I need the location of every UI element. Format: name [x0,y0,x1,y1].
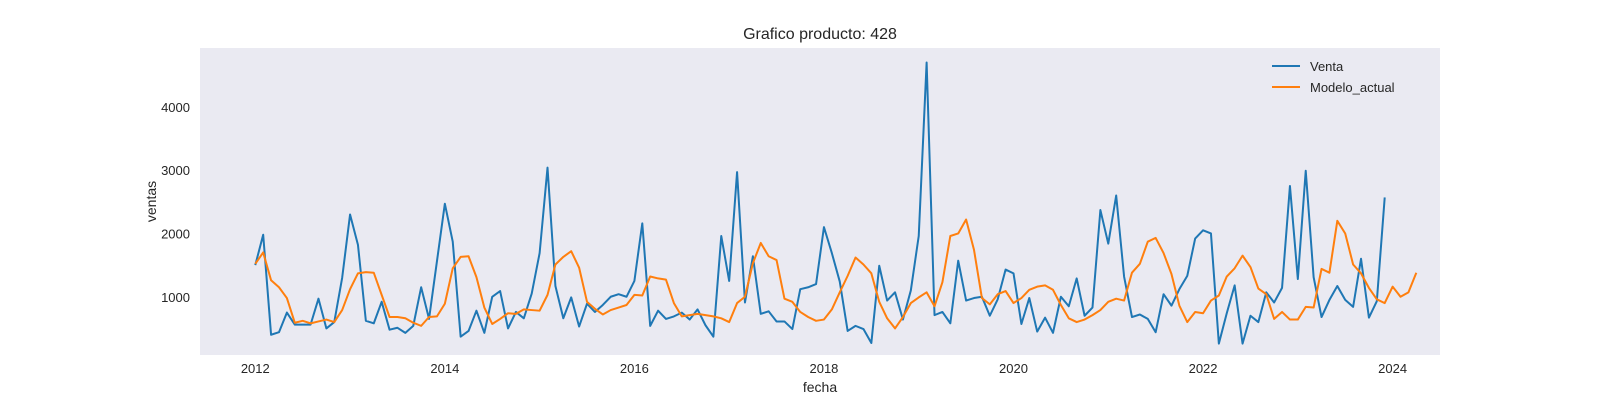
legend-label: Venta [1310,59,1344,74]
series-layer [254,61,1418,345]
y-tick-label: 3000 [161,163,190,178]
x-tick-label: 2012 [241,361,270,376]
x-tick-label: 2018 [809,361,838,376]
y-axis: 1000 2000 3000 4000 [161,100,190,305]
series-line-venta [254,61,1386,345]
legend: Venta Modelo_actual [1272,59,1395,95]
x-axis-label: fecha [803,379,837,395]
y-tick-label: 4000 [161,100,190,115]
x-tick-label: 2014 [430,361,459,376]
y-tick-label: 1000 [161,290,190,305]
x-tick-label: 2016 [620,361,649,376]
x-tick-label: 2024 [1378,361,1407,376]
plot-area [200,48,1440,355]
legend-label: Modelo_actual [1310,80,1395,95]
y-axis-label: ventas [143,181,159,222]
series-line-modelo-actual [254,218,1418,330]
x-axis: 2012 2014 2016 2018 2020 2022 2024 [241,361,1407,376]
chart-title: Grafico producto: 428 [743,26,897,43]
y-tick-label: 2000 [161,226,190,241]
x-tick-label: 2022 [1189,361,1218,376]
x-tick-label: 2020 [999,361,1028,376]
